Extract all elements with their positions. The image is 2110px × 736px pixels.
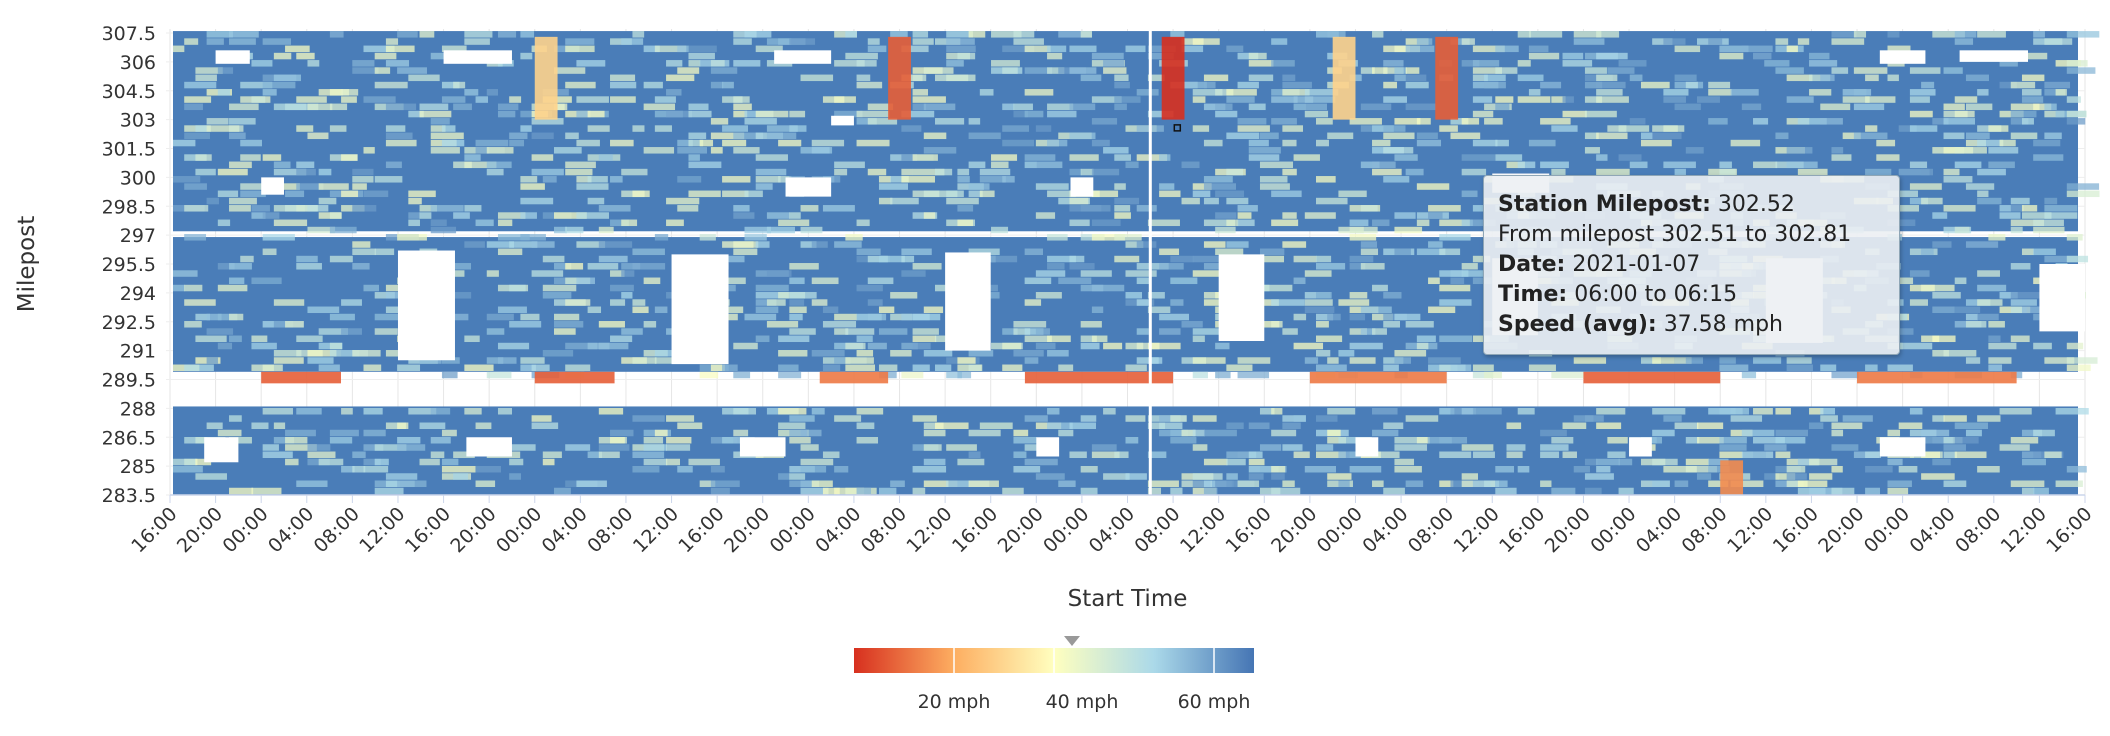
x-tick-label: 16:00 xyxy=(2042,503,2096,557)
x-tick-label: 00:00 xyxy=(1586,503,1640,557)
x-tick-label: 16:00 xyxy=(948,503,1002,557)
tooltip-station-label: Station Milepost: xyxy=(1498,192,1711,217)
legend-label: 60 mph xyxy=(1178,691,1251,713)
tooltip-time-label: Time: xyxy=(1498,282,1568,307)
x-tick-label: 16:00 xyxy=(674,503,728,557)
tooltip-range: From milepost 302.51 to 302.81 xyxy=(1498,222,1852,247)
x-tick-label: 12:00 xyxy=(1176,503,1230,557)
x-tick-label: 08:00 xyxy=(310,503,364,557)
x-tick-label: 08:00 xyxy=(1951,503,2005,557)
x-tick-label: 00:00 xyxy=(492,503,546,557)
congestion-cell xyxy=(1857,371,2017,384)
y-tick-label: 303 xyxy=(120,110,156,132)
x-tick-label: 20:00 xyxy=(1814,503,1868,557)
x-tick-label: 04:00 xyxy=(1358,503,1412,557)
y-axis-title: Milepost xyxy=(14,216,40,312)
tooltip-time-value: 06:00 to 06:15 xyxy=(1574,282,1738,307)
tooltip-speed-value: 37.58 mph xyxy=(1663,312,1784,337)
cell-tooltip: Station Milepost: 302.52 From milepost 3… xyxy=(1483,175,1900,355)
legend-label: 40 mph xyxy=(1046,691,1119,713)
x-tick-label: 04:00 xyxy=(811,503,865,557)
congestion-cell xyxy=(819,371,889,384)
color-legend: 20 mph 40 mph 60 mph xyxy=(854,636,1254,713)
congestion-cell xyxy=(888,36,911,120)
y-tick-label: 291 xyxy=(120,341,156,363)
y-tick-label: 283.5 xyxy=(102,485,156,507)
y-tick-label: 304.5 xyxy=(102,81,156,103)
x-tick-label: 00:00 xyxy=(1860,503,1914,557)
x-tick-label: 12:00 xyxy=(355,503,409,557)
y-tick-label: 306 xyxy=(120,52,156,74)
x-tick-label: 04:00 xyxy=(1085,503,1139,557)
y-tick-label: 286.5 xyxy=(102,427,156,449)
x-tick-label: 16:00 xyxy=(1495,503,1549,557)
x-tick-label: 12:00 xyxy=(1450,503,1504,557)
congestion-cell xyxy=(261,371,341,384)
tooltip-date-row: Date: 2021-01-07 xyxy=(1498,250,1885,280)
y-tick-label: 292.5 xyxy=(102,312,156,334)
x-tick-label: 20:00 xyxy=(1267,503,1321,557)
x-tick-label: 00:00 xyxy=(1039,503,1093,557)
tooltip-date-label: Date: xyxy=(1498,252,1566,277)
x-tick-label: 20:00 xyxy=(720,503,774,557)
x-tick-label: 12:00 xyxy=(1997,503,2051,557)
y-tick-label: 298.5 xyxy=(102,196,156,218)
congestion-cell xyxy=(1161,36,1185,120)
x-tick-label: 12:00 xyxy=(902,503,956,557)
x-tick-label: 12:00 xyxy=(629,503,683,557)
x-tick-label: 08:00 xyxy=(583,503,637,557)
tooltip-speed-row: Speed (avg): 37.58 mph xyxy=(1498,310,1885,340)
x-tick-label: 16:00 xyxy=(1222,503,1276,557)
x-tick-label: 12:00 xyxy=(1723,503,1777,557)
y-tick-label: 300 xyxy=(120,167,156,189)
x-tick-label: 00:00 xyxy=(766,503,820,557)
heatmap-cells xyxy=(173,31,2100,495)
congestion-cell xyxy=(534,371,615,384)
x-tick-label: 16:00 xyxy=(127,503,181,557)
y-tick-label: 294 xyxy=(120,283,156,305)
x-tick-label: 00:00 xyxy=(218,503,272,557)
congestion-cell xyxy=(1024,371,1174,384)
congestion-cell xyxy=(1309,371,1447,384)
congestion-cell xyxy=(1583,371,1721,384)
x-tick-label: 20:00 xyxy=(446,503,500,557)
x-tick-label: 20:00 xyxy=(173,503,227,557)
x-tick-label: 08:00 xyxy=(1677,503,1731,557)
y-tick-label: 297 xyxy=(120,225,156,247)
tooltip-station-value: 302.52 xyxy=(1717,192,1795,217)
selected-cell-marker[interactable] xyxy=(1173,124,1182,132)
congestion-cell xyxy=(1332,36,1356,120)
x-tick-label: 04:00 xyxy=(1905,503,1959,557)
speed-features xyxy=(261,29,2017,495)
x-tick-label: 20:00 xyxy=(994,503,1048,557)
x-tick-label: 08:00 xyxy=(857,503,911,557)
y-tick-label: 295.5 xyxy=(102,254,156,276)
x-tick-label: 20:00 xyxy=(1541,503,1595,557)
congestion-cell xyxy=(534,36,558,120)
x-tick-label: 04:00 xyxy=(264,503,318,557)
legend-value-marker xyxy=(1064,636,1080,646)
x-tick-label: 16:00 xyxy=(401,503,455,557)
x-tick-label: 08:00 xyxy=(1130,503,1184,557)
tooltip-speed-label: Speed (avg): xyxy=(1498,312,1657,337)
congestion-cell xyxy=(1435,36,1459,120)
x-tick-label: 08:00 xyxy=(1404,503,1458,557)
x-tick-label: 16:00 xyxy=(1769,503,1823,557)
tooltip-date-value: 2021-01-07 xyxy=(1572,252,1701,277)
tooltip-time-row: Time: 06:00 to 06:15 xyxy=(1498,280,1885,310)
x-axis-title: Start Time xyxy=(1068,586,1188,612)
x-tick-label: 04:00 xyxy=(538,503,592,557)
x-tick-label: 04:00 xyxy=(1632,503,1686,557)
y-tick-label: 307.5 xyxy=(102,23,156,45)
y-tick-label: 285 xyxy=(120,456,156,478)
y-tick-label: 289.5 xyxy=(102,370,156,392)
legend-label: 20 mph xyxy=(918,691,991,713)
y-tick-label: 301.5 xyxy=(102,139,156,161)
tooltip-station-row: Station Milepost: 302.52 xyxy=(1498,190,1885,220)
x-tick-label: 00:00 xyxy=(1313,503,1367,557)
congestion-cell xyxy=(1720,460,1744,495)
y-tick-label: 288 xyxy=(120,398,156,420)
